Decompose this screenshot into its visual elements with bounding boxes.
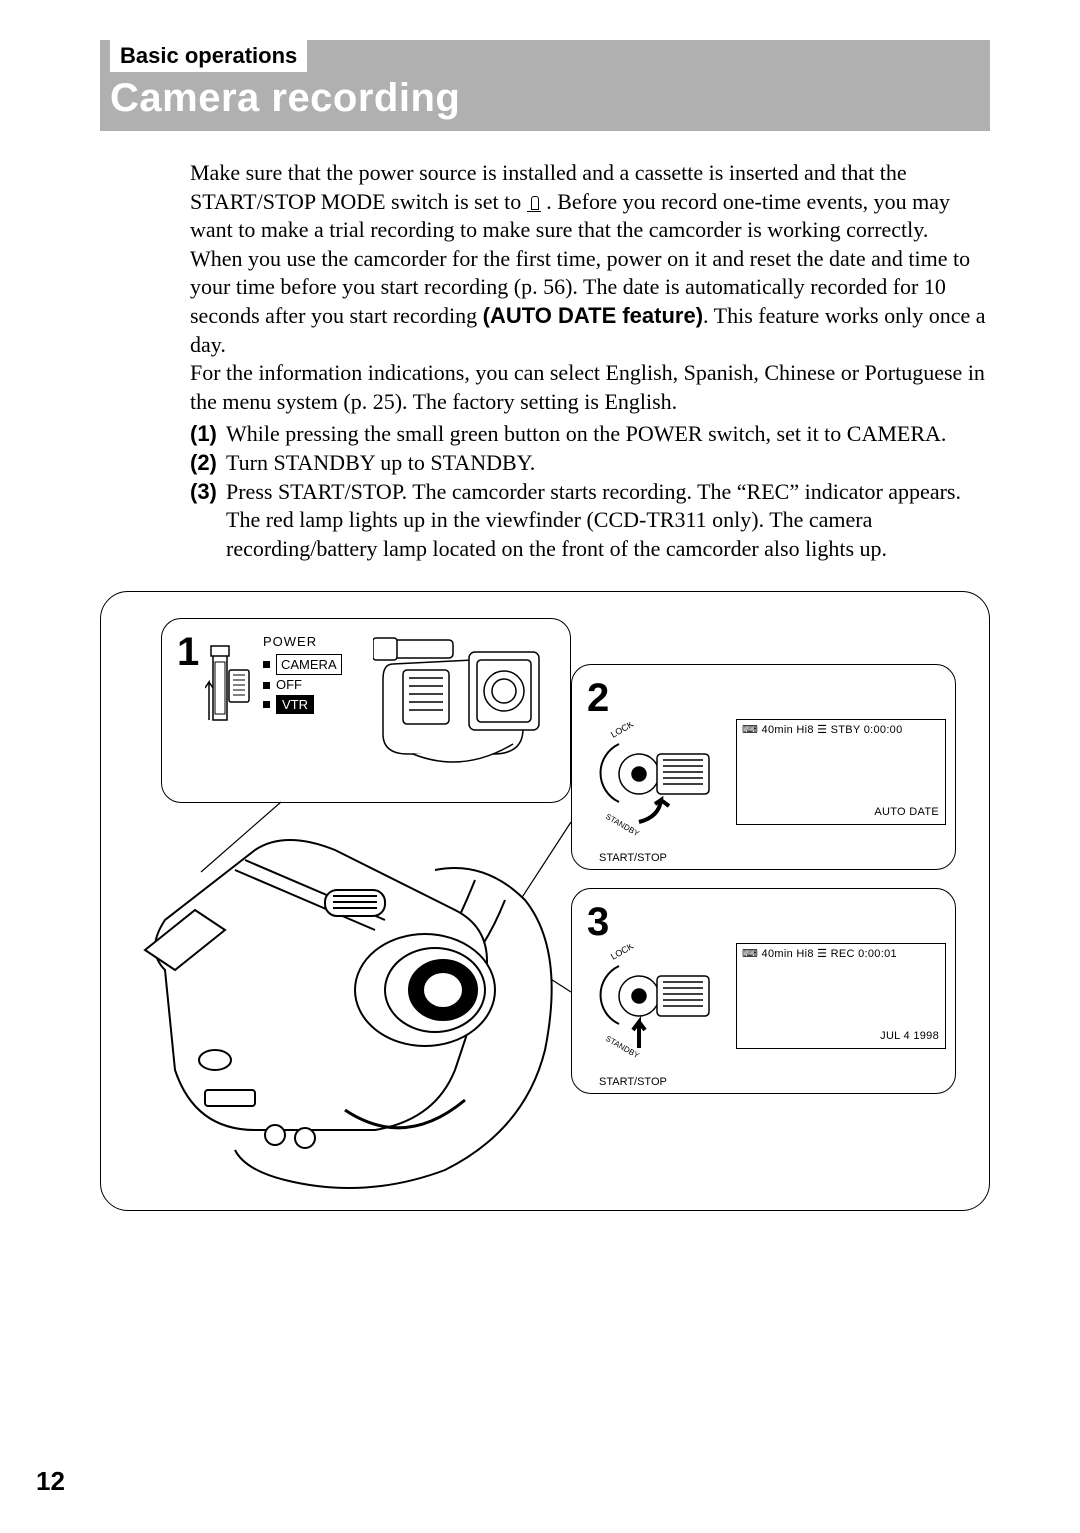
square-icon <box>263 701 270 708</box>
square-icon <box>263 682 270 689</box>
section-label: Basic operations <box>110 40 307 72</box>
step-3: (3) Press START/STOP. The camcorder star… <box>190 478 990 564</box>
viewfinder-2-bottom: AUTO DATE <box>874 806 939 818</box>
figure-container: 1 POWER CAMERA OFF VTR <box>100 591 990 1211</box>
square-icon <box>263 661 270 668</box>
viewfinder-3-bottom: JUL 4 1998 <box>880 1030 939 1042</box>
svg-text:LOCK: LOCK <box>609 722 635 740</box>
power-off: OFF <box>276 675 302 695</box>
power-vtr-row: VTR <box>263 695 342 715</box>
camcorder-small-icon <box>373 624 563 784</box>
svg-text:LOCK: LOCK <box>609 944 635 962</box>
svg-text:STANDBY: STANDBY <box>604 1034 641 1061</box>
viewfinder-3-top: ⌨ 40min Hi8 ☰ REC 0:00:01 <box>742 947 940 960</box>
page-title: Camera recording <box>100 72 990 125</box>
power-switch-icon <box>205 642 261 742</box>
power-vtr: VTR <box>276 695 314 715</box>
intro-paragraph-2: When you use the camcorder for the first… <box>190 245 990 359</box>
body-text: Make sure that the power source is insta… <box>190 159 990 563</box>
power-off-row: OFF <box>263 675 342 695</box>
step-2: (2) Turn STANDBY up to STANDBY. <box>190 449 990 478</box>
auto-date-bold: (AUTO DATE feature) <box>483 303 703 328</box>
header-band: Basic operations Camera recording <box>100 40 990 131</box>
step-3-text: Press START/STOP. The camcorder starts r… <box>226 478 990 564</box>
viewfinder-2: ⌨ 40min Hi8 ☰ STBY 0:00:00 AUTO DATE <box>736 719 946 825</box>
step-1: (1) While pressing the small green butto… <box>190 420 990 449</box>
step-1-num: (1) <box>190 420 226 449</box>
page-number: 12 <box>36 1466 65 1497</box>
start-stop-label-3: START/STOP <box>599 1076 667 1088</box>
standby-dial-2-icon: LOCK STANDBY <box>599 722 729 842</box>
standby-dial-3-icon: LOCK STANDBY <box>599 944 729 1064</box>
figure-step-1: 1 <box>177 630 199 675</box>
step-2-text: Turn STANDBY up to STANDBY. <box>226 449 990 478</box>
power-camera: CAMERA <box>276 654 342 676</box>
svg-text:STANDBY: STANDBY <box>604 812 641 839</box>
mode-icon <box>527 196 541 212</box>
step-3-num: (3) <box>190 478 226 564</box>
power-label: POWER <box>263 632 342 652</box>
steps-list: (1) While pressing the small green butto… <box>190 420 990 563</box>
power-switch-block: POWER CAMERA OFF VTR <box>263 632 342 714</box>
start-stop-label-2: START/STOP <box>599 852 667 864</box>
figure-step-2: 2 <box>587 676 609 721</box>
power-camera-row: CAMERA <box>263 654 342 676</box>
intro-paragraph-3: For the information indications, you can… <box>190 359 990 416</box>
step-1-text: While pressing the small green button on… <box>226 420 990 449</box>
step-2-num: (2) <box>190 449 226 478</box>
viewfinder-2-top: ⌨ 40min Hi8 ☰ STBY 0:00:00 <box>742 723 940 736</box>
intro-paragraph-1: Make sure that the power source is insta… <box>190 159 990 245</box>
camcorder-main-icon <box>125 790 575 1210</box>
viewfinder-3: ⌨ 40min Hi8 ☰ REC 0:00:01 JUL 4 1998 <box>736 943 946 1049</box>
figure-step-3: 3 <box>587 900 609 945</box>
